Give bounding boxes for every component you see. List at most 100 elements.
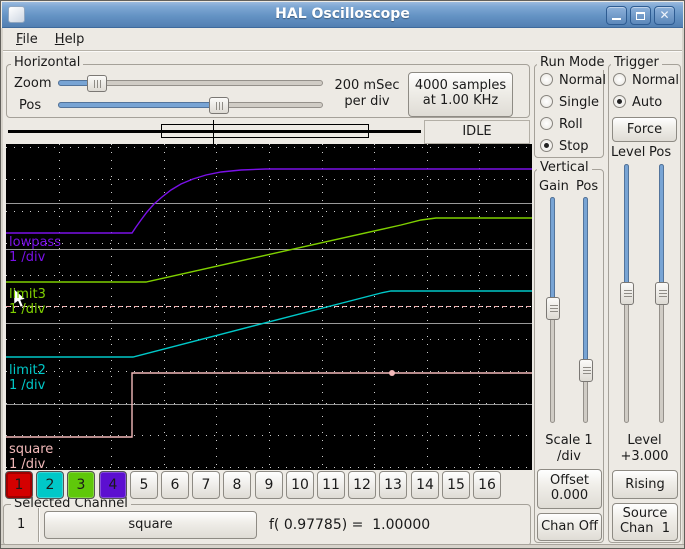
channel-button-1[interactable]: 1 — [5, 471, 33, 499]
zoom-slider-handle[interactable] — [87, 75, 107, 92]
channel-button-11[interactable]: 11 — [317, 471, 345, 499]
channel-button-4[interactable]: 4 — [99, 471, 127, 499]
trace-label-lowpass: lowpass 1 /div — [9, 235, 61, 265]
horizontal-frame — [6, 64, 530, 118]
channel-button-10[interactable]: 10 — [286, 471, 314, 499]
zoom-slider-label: Zoom — [14, 76, 52, 91]
channel-source-button[interactable]: square — [44, 511, 257, 539]
time-per-div-readout: 200 mSec per div — [331, 78, 403, 110]
trigger-pos-slider-handle[interactable] — [655, 282, 669, 305]
scale-readout: Scale 1 /div — [534, 433, 604, 465]
trace-name-lowpass: lowpass — [9, 235, 61, 250]
trigger-pos-slider-label: Pos — [649, 145, 672, 160]
status-text: IDLE — [462, 124, 492, 139]
channel-button-12[interactable]: 12 — [348, 471, 376, 499]
function-readout: f( 0.97785) = 1.00000 — [269, 517, 431, 533]
close-button[interactable]: ✕ — [654, 6, 675, 25]
run-mode-radio-roll[interactable]: Roll — [540, 117, 583, 135]
maximize-icon — [636, 12, 645, 20]
run-mode-radio-label-single: Single — [559, 95, 599, 110]
trigger-source-button[interactable]: Source Chan 1 — [612, 503, 678, 541]
window-title: HAL Oscilloscope — [275, 6, 410, 22]
channel-button-14[interactable]: 14 — [411, 471, 439, 499]
scope-grid-hline — [6, 307, 532, 308]
trace-limit2 — [6, 290, 532, 358]
samples-button[interactable]: 4000 samples at 1.00 KHz — [408, 72, 513, 117]
trace-scale-limit3: 1 /div — [9, 302, 46, 317]
scope-division-line — [6, 323, 532, 324]
channel-button-13[interactable]: 13 — [379, 471, 407, 499]
trigger-level-slider-handle[interactable] — [620, 282, 634, 305]
horizontal-pos-slider-handle[interactable] — [209, 97, 229, 114]
trigger-source-line1: Source — [622, 506, 668, 521]
scale-title: Scale — [545, 433, 581, 448]
menu-file[interactable]: File — [16, 32, 38, 47]
scope-grid-hline — [6, 147, 532, 148]
vertical-pos-slider-handle[interactable] — [579, 359, 593, 382]
horizontal-frame-label: Horizontal — [11, 56, 84, 70]
channel-button-3[interactable]: 3 — [67, 471, 95, 499]
scope-grid-hline — [6, 275, 532, 276]
force-button-label: Force — [626, 122, 663, 137]
trace-scale-limit2: 1 /div — [9, 378, 46, 393]
trace-label-limit3: limit3 1 /div — [9, 287, 46, 317]
time-per-div-units: per div — [344, 94, 390, 109]
force-button[interactable]: Force — [612, 117, 677, 142]
offset-button[interactable]: Offset 0.000 — [537, 469, 602, 509]
scope-grid-hline — [6, 435, 532, 436]
channel-button-7[interactable]: 7 — [192, 471, 220, 499]
trigger-level-line — [6, 306, 532, 307]
trigger-point-marker — [389, 370, 395, 376]
selected-channel-separator — [38, 508, 39, 542]
maximize-button[interactable] — [630, 6, 651, 25]
channel-button-2[interactable]: 2 — [36, 471, 64, 499]
selected-channel-number: 1 — [17, 517, 26, 532]
trace-scale-lowpass: 1 /div — [9, 250, 46, 265]
channel-button-16[interactable]: 16 — [473, 471, 501, 499]
trigger-radio-auto[interactable]: Auto — [613, 95, 662, 113]
chan-off-button[interactable]: Chan Off — [537, 513, 602, 541]
trace-name-limit2: limit2 — [9, 363, 46, 378]
window-right-edge — [682, 28, 684, 548]
menu-help[interactable]: Help — [54, 32, 85, 47]
window-bottom-edge[interactable] — [1, 544, 684, 548]
view-window-indicator[interactable] — [161, 124, 369, 138]
title-bar[interactable]: HAL Oscilloscope ✕ — [2, 2, 683, 28]
trigger-radio-normal[interactable]: Normal — [613, 73, 679, 91]
run-mode-radio-stop[interactable]: Stop — [540, 139, 589, 157]
trigger-edge-button[interactable]: Rising — [612, 470, 678, 499]
run-mode-frame-label: Run Mode — [537, 56, 608, 70]
trigger-level-value: +3.000 — [620, 449, 669, 464]
trigger-pos-slider-fill — [659, 164, 664, 285]
channel-button-5[interactable]: 5 — [130, 471, 158, 499]
trigger-radio-label-normal: Normal — [632, 73, 680, 88]
scope-grid-hline — [6, 371, 532, 372]
trigger-edge-label: Rising — [625, 477, 665, 492]
vertical-pos-slider-label: Pos — [576, 179, 599, 194]
trace-name-limit3: limit3 — [9, 287, 46, 302]
window-left-edge — [1, 28, 3, 548]
channel-button-6[interactable]: 6 — [161, 471, 189, 499]
run-mode-radio-single[interactable]: Single — [540, 95, 599, 113]
run-mode-radio-normal[interactable]: Normal — [540, 73, 606, 91]
minimize-button[interactable] — [606, 6, 627, 25]
time-per-div-value: 200 mSec — [334, 78, 400, 93]
trace-scale-square: 1 /div — [9, 457, 46, 470]
run-mode-radio-icon-normal — [540, 73, 553, 86]
gain-slider-handle[interactable] — [546, 297, 560, 320]
samples-button-line2: at 1.00 KHz — [422, 93, 499, 108]
vertical-pos-slider-fill — [583, 197, 588, 363]
trigger-frame-label: Trigger — [611, 56, 662, 70]
offset-button-title: Offset — [549, 473, 590, 488]
channel-button-9[interactable]: 9 — [255, 471, 283, 499]
scope-display[interactable]: lowpass 1 /div limit3 1 /div limit2 1 /div squ… — [6, 144, 532, 470]
channel-button-8[interactable]: 8 — [223, 471, 251, 499]
selected-channel-frame-label: Selected Channel — [11, 497, 131, 511]
channel-button-15[interactable]: 15 — [442, 471, 470, 499]
channel-source-label: square — [128, 517, 173, 532]
scope-division-line — [6, 203, 532, 204]
trigger-level-readout: Level +3.000 — [608, 433, 681, 465]
scope-division-line — [6, 404, 532, 405]
trace-label-limit2: limit2 1 /div — [9, 363, 46, 393]
